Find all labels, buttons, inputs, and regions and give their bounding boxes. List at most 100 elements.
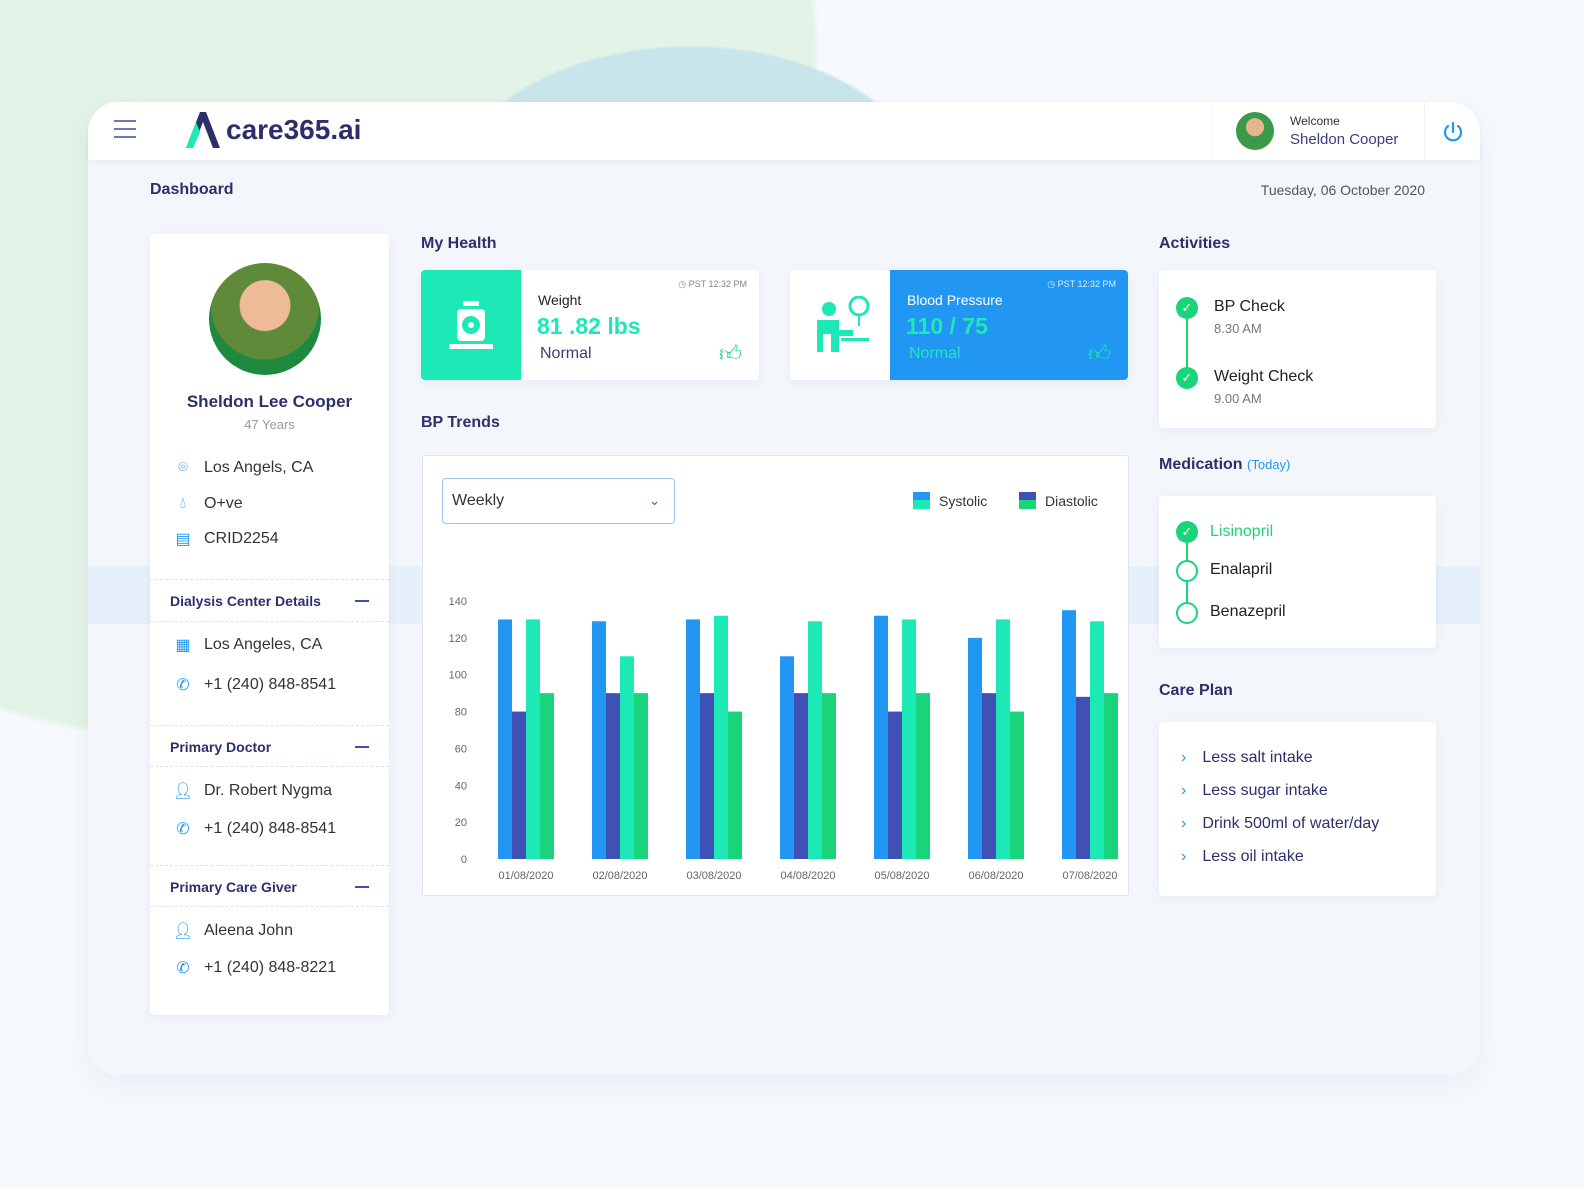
person-icon: 👤︎ (172, 923, 194, 940)
x-tick-label: 02/08/2020 (592, 870, 647, 882)
x-tick-label: 01/08/2020 (498, 870, 553, 882)
profile-location: Los Angels, CA (204, 459, 314, 476)
legend-swatch (913, 492, 930, 500)
bar (700, 693, 714, 859)
bp-trends-title: BP Trends (421, 414, 500, 431)
profile-photo (209, 263, 321, 375)
bar (916, 693, 930, 859)
collapse-dialysis-icon[interactable] (355, 600, 369, 602)
check-icon[interactable]: ✓ (1176, 521, 1198, 543)
bar (728, 711, 742, 859)
medication-item: Enalapril (1210, 561, 1273, 578)
brand-name: care365.ai (226, 114, 362, 145)
weight-label: Weight (538, 292, 582, 308)
care-giver-section-title: Primary Care Giver (170, 879, 297, 895)
activity-name: BP Check (1214, 298, 1285, 315)
bar (1062, 610, 1076, 859)
bp-label: Blood Pressure (907, 292, 1003, 308)
care-plan-card: › Less salt intake › Less sugar intake › Dr… (1159, 722, 1436, 896)
check-icon: ✓ (1176, 367, 1198, 389)
collapse-care-giver-icon[interactable] (355, 886, 369, 888)
unchecked-circle-icon[interactable] (1176, 560, 1198, 582)
building-icon: ▦ (175, 637, 191, 654)
bar (1104, 693, 1118, 859)
medication-item: Benazepril (1210, 603, 1286, 620)
user-name[interactable]: Sheldon Cooper (1290, 131, 1399, 148)
doctor-phone[interactable]: +1 (240) 848-8541 (204, 820, 337, 837)
y-tick-label: 100 (449, 670, 467, 682)
care-plan-title: Care Plan (1159, 682, 1233, 699)
bar (592, 621, 606, 859)
document-icon: ▤ (175, 531, 191, 548)
x-tick-label: 03/08/2020 (686, 870, 741, 882)
profile-age: 47 Years (244, 417, 295, 432)
bp-measure-icon (790, 270, 890, 380)
weight-card[interactable]: ◷ PST 12:32 PM Weight 81 .82 lbs Normal … (421, 270, 759, 380)
bar (1090, 621, 1104, 859)
dialysis-phone[interactable]: +1 (240) 848-8541 (204, 676, 337, 693)
logo-icon (186, 112, 220, 148)
bar (996, 619, 1010, 859)
app-window: care365.ai Welcome Sheldon Cooper Dashbo… (88, 102, 1480, 1075)
chevron-right-icon: › (1181, 848, 1187, 865)
bp-chart-panel: Weekly ⌄ 0 20 40 60 80 100 120 140 01/08/2020 02/… (422, 455, 1129, 896)
bar (512, 711, 526, 859)
medication-title: Medication (1159, 456, 1243, 473)
bar (526, 619, 540, 859)
bar (540, 693, 554, 859)
care-plan-item[interactable]: › Less salt intake (1181, 749, 1313, 766)
unchecked-circle-icon[interactable] (1176, 602, 1198, 624)
power-icon[interactable] (1442, 121, 1464, 143)
thumbs-up-icon: 👍︎ (1088, 341, 1111, 366)
legend-label: Diastolic (1045, 493, 1098, 509)
bar (780, 656, 794, 859)
bar (808, 621, 822, 859)
phone-icon: ✆ (176, 960, 190, 977)
doctor-name: Dr. Robert Nygma (204, 782, 333, 799)
period-select[interactable]: Weekly ⌄ (442, 478, 675, 524)
weight-value: 81 .82 lbs (537, 313, 641, 339)
collapse-doctor-icon[interactable] (355, 746, 369, 748)
profile-name: Sheldon Lee Cooper (186, 392, 353, 411)
weight-status: Normal (540, 345, 592, 362)
bar (686, 619, 700, 859)
bar (714, 615, 728, 859)
y-tick-label: 140 (449, 596, 467, 608)
bp-status: Normal (909, 345, 961, 362)
weight-timestamp: ◷ PST 12:32 PM (678, 279, 747, 289)
page-title: Dashboard (150, 181, 234, 198)
activity-name: Weight Check (1214, 368, 1314, 385)
y-tick-label: 60 (455, 743, 467, 755)
user-avatar[interactable] (1236, 112, 1274, 150)
care-giver-name: Aleena John (204, 922, 293, 939)
activity-time: 9.00 AM (1214, 391, 1262, 406)
welcome-label: Welcome (1290, 114, 1340, 128)
person-icon: 👤︎ (172, 783, 194, 800)
medication-note: (Today) (1247, 457, 1291, 472)
hamburger-menu-icon[interactable] (114, 120, 136, 138)
bar (498, 619, 512, 859)
y-tick-label: 120 (449, 633, 467, 645)
bp-value: 110 / 75 (906, 313, 988, 339)
logo: care365.ai (184, 110, 361, 150)
care-plan-item[interactable]: › Less oil intake (1181, 848, 1304, 865)
bar (620, 656, 634, 859)
bar (968, 637, 982, 859)
bar (888, 711, 902, 859)
bar (1076, 696, 1090, 859)
bar (822, 693, 836, 859)
dialysis-section-title: Dialysis Center Details (170, 593, 321, 609)
y-tick-label: 40 (455, 780, 467, 792)
phone-icon: ✆ (176, 821, 190, 838)
care-plan-item[interactable]: › Drink 500ml of water/day (1181, 815, 1380, 832)
care-giver-phone[interactable]: +1 (240) 848-8221 (204, 959, 337, 976)
care-plan-item[interactable]: › Less sugar intake (1181, 782, 1328, 799)
y-tick-label: 20 (455, 817, 467, 829)
blood-pressure-card[interactable]: ◷ PST 12:32 PM Blood Pressure 110 / 75 N… (790, 270, 1128, 380)
bar (634, 693, 648, 859)
bar (874, 615, 888, 859)
bar (606, 693, 620, 859)
medication-item: Lisinopril (1210, 523, 1274, 540)
x-tick-label: 06/08/2020 (968, 870, 1023, 882)
medication-card: ✓ Lisinopril Enalapril Benazepril (1159, 496, 1436, 648)
